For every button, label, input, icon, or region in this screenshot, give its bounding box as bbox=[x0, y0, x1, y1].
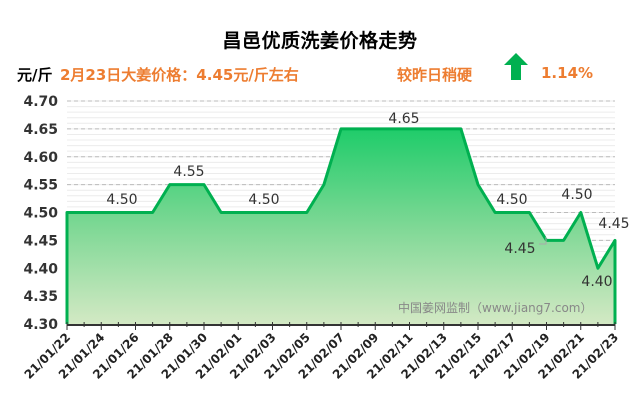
y-tick-label: 4.35 bbox=[23, 289, 58, 305]
x-axis: 21/01/2221/01/2421/01/2621/01/2821/01/30… bbox=[22, 322, 621, 382]
price-area bbox=[67, 128, 615, 324]
y-tick-label: 4.65 bbox=[23, 122, 58, 138]
change-percent: 1.14% bbox=[541, 64, 594, 82]
data-label: 4.50 bbox=[496, 192, 527, 208]
data-label: 4.50 bbox=[248, 192, 279, 208]
data-label: 4.45 bbox=[598, 216, 629, 232]
data-labels: 4.50 4.55 4.50 4.65 4.50 4.45 4.50 4.40 4.45 bbox=[106, 111, 629, 290]
data-label: 4.50 bbox=[106, 192, 137, 208]
watermark: 中国姜网监制（www.jiang7.com） bbox=[398, 300, 592, 315]
data-label: 4.65 bbox=[388, 111, 419, 127]
chart-title: 昌邑优质洗姜价格走势 bbox=[222, 30, 418, 52]
y-tick-label: 4.45 bbox=[23, 233, 58, 249]
price-note: 2月23日大姜价格：4.45元/斤左右 bbox=[60, 66, 299, 84]
change-label: 较昨日稍硬 bbox=[397, 66, 473, 84]
y-axis-unit: 元/斤 bbox=[17, 66, 53, 84]
y-tick-label: 4.60 bbox=[23, 150, 58, 166]
data-label: 4.50 bbox=[561, 187, 592, 203]
price-line bbox=[65, 127, 617, 324]
y-tick-label: 4.70 bbox=[23, 94, 58, 110]
data-label: 4.40 bbox=[581, 274, 612, 290]
up-arrow-icon bbox=[504, 53, 528, 80]
data-label: 4.45 bbox=[504, 241, 535, 257]
y-tick-label: 4.55 bbox=[23, 178, 58, 194]
y-axis: 4.70 4.65 4.60 4.55 4.50 4.45 4.40 4.35 4.30 bbox=[23, 94, 58, 333]
y-tick-label: 4.40 bbox=[23, 261, 58, 277]
data-label: 4.55 bbox=[173, 164, 204, 180]
y-tick-label: 4.50 bbox=[23, 206, 58, 222]
y-tick-label: 4.30 bbox=[23, 317, 58, 333]
